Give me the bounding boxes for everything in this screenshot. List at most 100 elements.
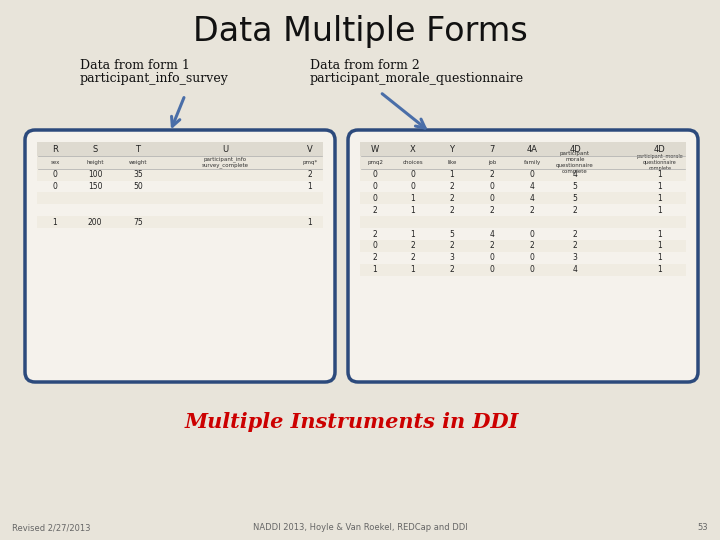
Bar [37, 192, 323, 204]
Text: 5: 5 [449, 230, 454, 239]
Text: 50: 50 [133, 182, 143, 191]
Text: 0: 0 [372, 241, 377, 251]
Bar [37, 216, 323, 228]
Text: 0: 0 [490, 182, 495, 191]
Text: 75: 75 [133, 218, 143, 227]
Text: 2: 2 [307, 170, 312, 179]
Text: 0: 0 [53, 170, 58, 179]
Text: 2: 2 [572, 241, 577, 251]
Text: 4D: 4D [654, 145, 666, 153]
Text: 1: 1 [410, 206, 415, 215]
Text: 2: 2 [572, 206, 577, 215]
Text: 1: 1 [657, 230, 662, 239]
Text: 1: 1 [657, 170, 662, 179]
Text: 2: 2 [449, 265, 454, 274]
Text: 2: 2 [530, 206, 534, 215]
FancyBboxPatch shape [348, 130, 698, 382]
Text: 200: 200 [88, 218, 102, 227]
Text: participant_info
survey_complete: participant_info survey_complete [202, 156, 248, 168]
Text: 0: 0 [53, 182, 58, 191]
Text: 2: 2 [373, 253, 377, 262]
Bar [37, 156, 323, 168]
Text: 4: 4 [572, 265, 577, 274]
Text: 2: 2 [530, 241, 534, 251]
Text: participant_morale
questionnaire
complete: participant_morale questionnaire complet… [636, 154, 683, 171]
Text: 150: 150 [88, 182, 102, 191]
Text: 2: 2 [490, 170, 495, 179]
Text: NADDI 2013, Hoyle & Van Roekel, REDCap and DDI: NADDI 2013, Hoyle & Van Roekel, REDCap a… [253, 523, 467, 532]
Text: 2: 2 [373, 206, 377, 215]
Text: job: job [488, 160, 496, 165]
FancyBboxPatch shape [25, 130, 335, 382]
Text: participant_morale_questionnaire: participant_morale_questionnaire [310, 72, 524, 85]
Text: Data from form 2: Data from form 2 [310, 59, 420, 72]
Text: 4: 4 [572, 170, 577, 179]
Text: Revised 2/27/2013: Revised 2/27/2013 [12, 523, 91, 532]
Text: 0: 0 [490, 265, 495, 274]
Text: 1: 1 [657, 182, 662, 191]
Text: R: R [52, 145, 58, 153]
Text: 2: 2 [490, 206, 495, 215]
Text: 1: 1 [410, 265, 415, 274]
Text: 0: 0 [530, 265, 534, 274]
Text: 5: 5 [572, 194, 577, 203]
Text: participant
morale
questionnaire
complete: participant morale questionnaire complet… [556, 151, 594, 173]
Text: Data from form 1: Data from form 1 [80, 59, 190, 72]
Text: weight: weight [129, 160, 148, 165]
Text: 2: 2 [572, 230, 577, 239]
Text: 2: 2 [449, 194, 454, 203]
Text: 35: 35 [133, 170, 143, 179]
Text: 1: 1 [449, 170, 454, 179]
Text: choices: choices [402, 160, 423, 165]
Text: 1: 1 [53, 218, 58, 227]
Text: 0: 0 [410, 182, 415, 191]
Text: Multiple Instruments in DDI: Multiple Instruments in DDI [185, 412, 519, 432]
Text: Data Multiple Forms: Data Multiple Forms [193, 16, 527, 49]
Text: 0: 0 [372, 170, 377, 179]
Text: 1: 1 [657, 241, 662, 251]
Bar [360, 192, 686, 204]
Text: 1: 1 [410, 230, 415, 239]
Text: S: S [92, 145, 98, 153]
Text: 0: 0 [530, 170, 534, 179]
Text: 2: 2 [373, 230, 377, 239]
Text: 5: 5 [572, 182, 577, 191]
Bar [360, 168, 686, 180]
Text: 2: 2 [410, 253, 415, 262]
Text: 4: 4 [530, 194, 534, 203]
Text: 1: 1 [657, 253, 662, 262]
Text: 1: 1 [657, 194, 662, 203]
Text: Y: Y [449, 145, 454, 153]
Text: 2: 2 [490, 241, 495, 251]
Bar [360, 264, 686, 276]
Text: 53: 53 [698, 523, 708, 532]
Text: 4: 4 [490, 230, 495, 239]
Text: 0: 0 [530, 253, 534, 262]
Bar [360, 240, 686, 252]
Text: 3: 3 [449, 253, 454, 262]
Text: X: X [410, 145, 416, 153]
Text: height: height [86, 160, 104, 165]
Bar [360, 142, 686, 156]
Text: 0: 0 [372, 194, 377, 203]
Text: 1: 1 [657, 265, 662, 274]
Text: 0: 0 [530, 230, 534, 239]
Text: 2: 2 [449, 182, 454, 191]
Text: like: like [447, 160, 456, 165]
Text: 1: 1 [307, 218, 312, 227]
Text: T: T [135, 145, 140, 153]
Text: 2: 2 [449, 241, 454, 251]
Text: W: W [371, 145, 379, 153]
Text: 2: 2 [449, 206, 454, 215]
Bar [360, 216, 686, 228]
Text: 1: 1 [657, 206, 662, 215]
Text: V: V [307, 145, 313, 153]
Bar [37, 168, 323, 180]
Text: pmq2: pmq2 [367, 160, 383, 165]
Text: 2: 2 [410, 241, 415, 251]
Text: 1: 1 [373, 265, 377, 274]
Text: 7: 7 [490, 145, 495, 153]
Bar [360, 156, 686, 168]
Text: sex: sex [50, 160, 60, 165]
Text: 3: 3 [572, 253, 577, 262]
